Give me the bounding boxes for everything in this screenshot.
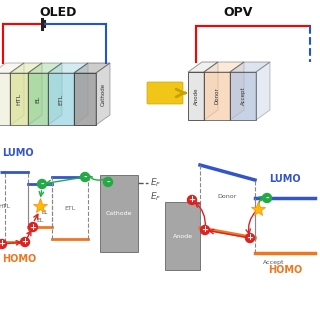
Text: HTL: HTL: [0, 204, 10, 210]
Text: Anode: Anode: [194, 87, 198, 105]
Text: -: -: [106, 178, 110, 187]
Polygon shape: [96, 63, 110, 125]
Text: Donor: Donor: [214, 88, 220, 104]
Polygon shape: [230, 62, 244, 120]
Text: ETL: ETL: [59, 93, 63, 105]
Text: HOMO: HOMO: [2, 254, 36, 264]
Text: Donor: Donor: [218, 194, 237, 199]
Polygon shape: [188, 62, 218, 72]
Bar: [100, 175, 138, 252]
Polygon shape: [48, 63, 88, 73]
Polygon shape: [74, 63, 110, 73]
Polygon shape: [48, 73, 74, 125]
Text: +: +: [21, 237, 28, 246]
Circle shape: [245, 234, 254, 243]
Text: LUMO: LUMO: [269, 174, 301, 184]
Text: Accept: Accept: [263, 260, 284, 265]
Text: -: -: [265, 194, 269, 203]
Text: Accept: Accept: [241, 87, 245, 105]
Text: EL: EL: [36, 218, 44, 223]
Polygon shape: [204, 72, 230, 120]
Polygon shape: [10, 73, 28, 125]
Circle shape: [188, 196, 196, 204]
Text: LUMO: LUMO: [2, 148, 34, 158]
Text: +: +: [0, 239, 5, 249]
Text: OPV: OPV: [223, 5, 253, 19]
Polygon shape: [256, 62, 270, 120]
Polygon shape: [74, 63, 88, 125]
Circle shape: [103, 178, 113, 187]
Circle shape: [201, 226, 210, 235]
Circle shape: [20, 237, 29, 246]
Text: $E_F$: $E_F$: [149, 191, 161, 203]
Circle shape: [37, 180, 46, 188]
Text: -: -: [40, 180, 44, 188]
Circle shape: [0, 239, 6, 249]
Text: +: +: [246, 234, 253, 243]
Polygon shape: [10, 63, 42, 73]
Text: +: +: [29, 222, 36, 231]
Polygon shape: [28, 73, 48, 125]
Polygon shape: [0, 73, 10, 125]
Text: Cathode: Cathode: [100, 83, 106, 106]
Text: OLED: OLED: [39, 5, 77, 19]
Polygon shape: [10, 63, 24, 125]
Polygon shape: [0, 63, 24, 73]
Polygon shape: [204, 62, 244, 72]
Polygon shape: [230, 72, 256, 120]
FancyBboxPatch shape: [147, 82, 183, 104]
Circle shape: [262, 194, 271, 203]
Bar: [165, 202, 200, 270]
Polygon shape: [188, 72, 204, 120]
Text: $E_F$: $E_F$: [150, 177, 161, 189]
Polygon shape: [230, 62, 270, 72]
Text: -: -: [83, 172, 87, 181]
Text: EL: EL: [36, 95, 41, 103]
Polygon shape: [74, 73, 96, 125]
Polygon shape: [28, 63, 42, 125]
Circle shape: [28, 222, 37, 231]
Text: EL: EL: [41, 210, 47, 214]
Polygon shape: [28, 63, 62, 73]
Text: +: +: [202, 226, 209, 235]
Text: Anode: Anode: [172, 234, 193, 238]
Polygon shape: [48, 63, 62, 125]
Text: HTL: HTL: [17, 93, 21, 105]
Polygon shape: [204, 62, 218, 120]
Text: Cathode: Cathode: [106, 211, 132, 216]
Text: ETL: ETL: [64, 205, 76, 211]
Text: HOMO: HOMO: [268, 265, 302, 275]
Circle shape: [81, 172, 90, 181]
Text: +: +: [188, 196, 196, 204]
